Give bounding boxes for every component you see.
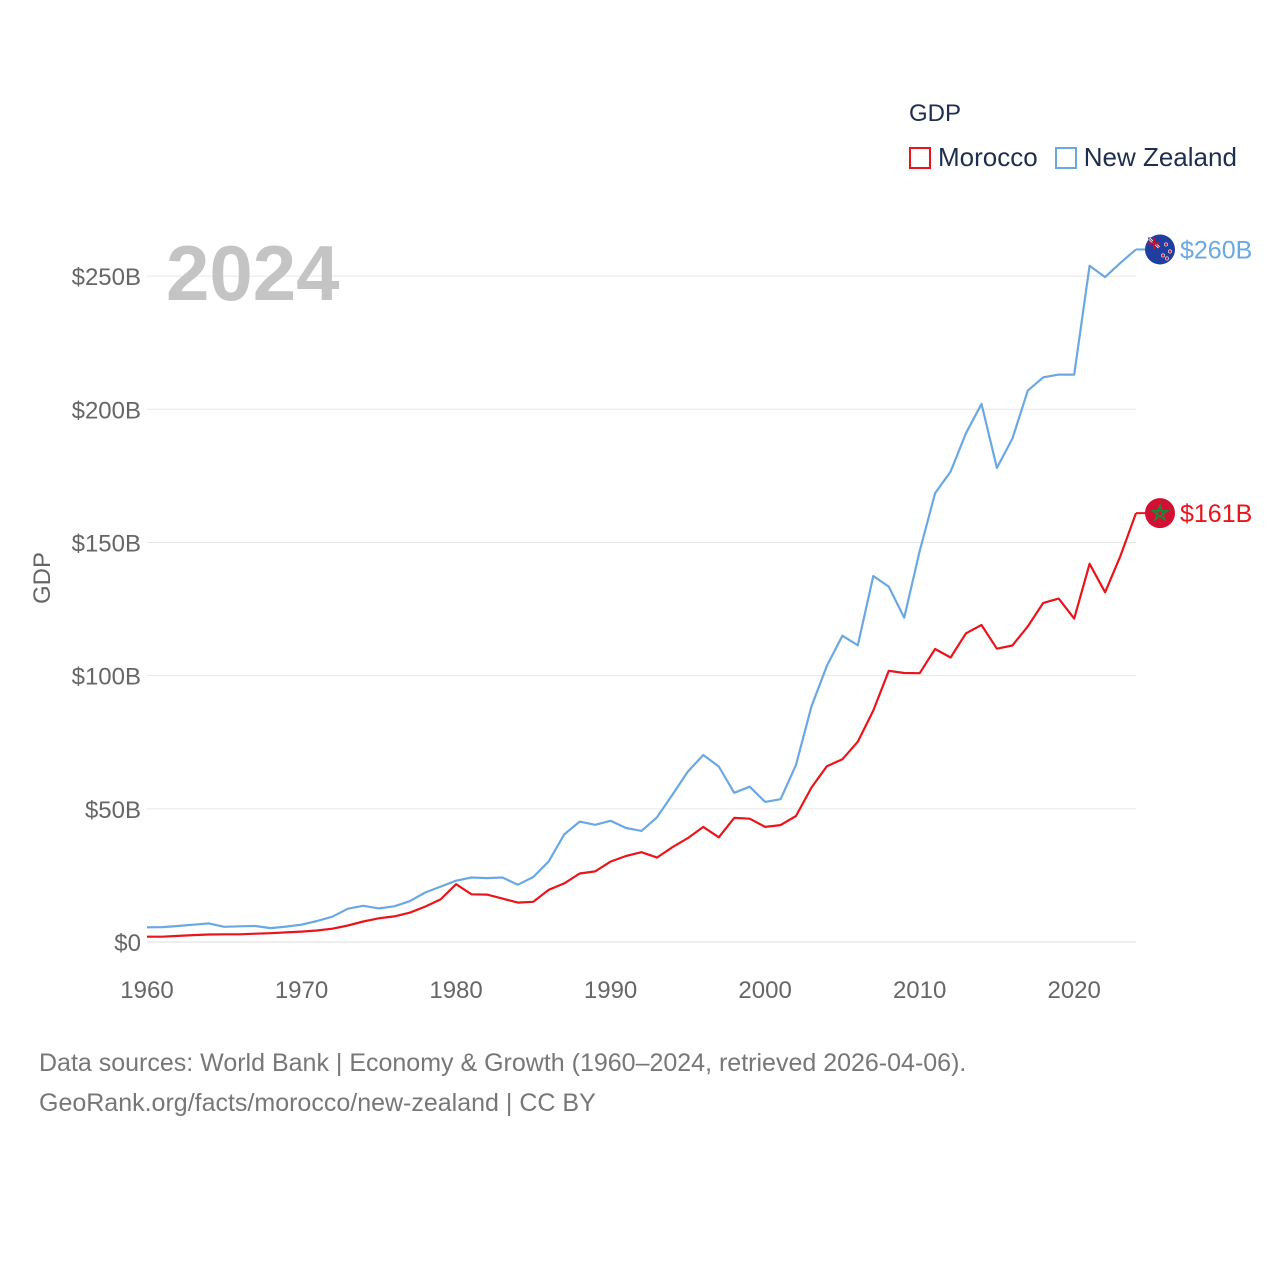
legend-item-new-zealand[interactable]: New Zealand — [1054, 142, 1237, 173]
x-tick-label: 2020 — [1047, 977, 1100, 1004]
new-zealand-flag-star — [1161, 253, 1165, 258]
x-tick-label: 1990 — [584, 977, 637, 1004]
chart-footer: Data sources: World Bank | Economy & Gro… — [39, 1043, 966, 1123]
legend: Morocco New Zealand — [909, 142, 1254, 173]
x-tick-label: 2000 — [738, 977, 791, 1004]
series-line-morocco — [147, 512, 1138, 938]
year-watermark: 2024 — [166, 229, 340, 317]
series-lines — [146, 248, 1138, 938]
new-zealand-flag-star — [1165, 256, 1169, 261]
end-label-new-zealand: $260B — [1180, 236, 1252, 264]
legend-swatch-new-zealand — [1054, 146, 1077, 169]
x-tick-label: 2010 — [893, 977, 946, 1004]
x-tick-label: 1970 — [275, 977, 328, 1004]
y-tick-label: $150B — [72, 530, 141, 557]
x-tick-label: 1980 — [429, 977, 482, 1004]
credit-link[interactable]: GeoRank.org/facts/morocco/new-zealand | … — [39, 1089, 596, 1117]
x-tick-label: 1960 — [120, 977, 173, 1004]
end-label-morocco: $161B — [1180, 500, 1252, 528]
y-tick-label: $200B — [72, 397, 141, 424]
y-tick-label: $50B — [85, 797, 141, 824]
y-axis-ticks: $0 $50B $100B $150B $200B $250B — [72, 264, 141, 957]
new-zealand-flag-star — [1164, 242, 1168, 247]
legend-label-new-zealand: New Zealand — [1083, 142, 1237, 172]
data-source-text: Data sources: World Bank | Economy & Gro… — [39, 1049, 967, 1077]
x-axis-ticks: 1960 1970 1980 1990 2000 2010 2020 — [120, 977, 1101, 1004]
legend-item-morocco[interactable]: Morocco — [909, 142, 1038, 173]
morocco-flag-icon — [1145, 498, 1175, 529]
y-tick-label: $0 — [114, 930, 141, 957]
legend-title: GDP — [909, 100, 962, 127]
series-line-new-zealand — [146, 248, 1137, 930]
new-zealand-flag-star — [1168, 249, 1172, 254]
morocco-flag-star — [1150, 502, 1170, 522]
y-axis-label: GDP — [29, 552, 56, 604]
y-tick-label: $100B — [72, 664, 141, 691]
legend-label-morocco: Morocco — [938, 142, 1038, 172]
series-end-markers: $161B $260B — [1136, 234, 1252, 529]
legend-swatch-morocco — [909, 146, 931, 169]
gridlines — [147, 275, 1136, 943]
y-tick-label: $250B — [72, 264, 141, 291]
